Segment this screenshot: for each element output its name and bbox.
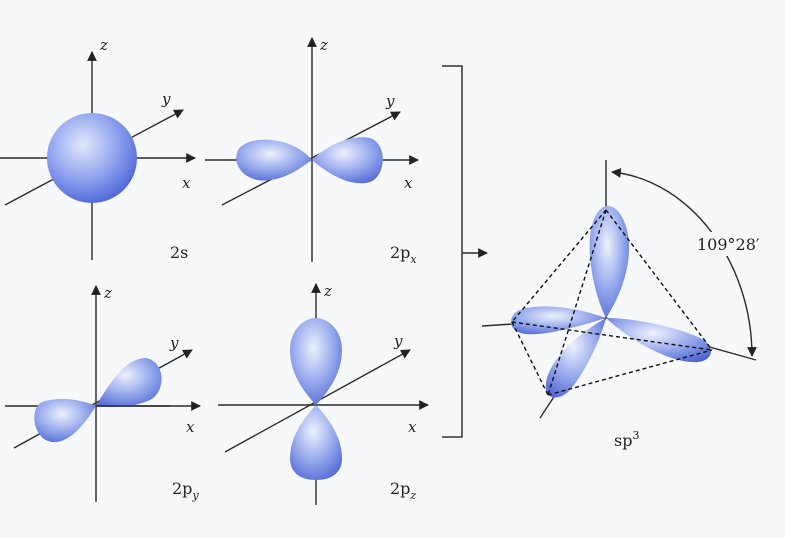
combine-bracket <box>442 65 488 438</box>
angle-label-bg <box>692 232 780 256</box>
bond-angle-arc <box>611 168 757 357</box>
z-axis-label: z <box>323 282 332 300</box>
px-lobe-left <box>236 139 312 181</box>
y-axis <box>221 111 401 206</box>
panel-2px: z x y 2px <box>205 36 419 266</box>
edge-top-front <box>547 209 607 396</box>
py-lobe-back <box>96 358 162 408</box>
panel-2py: z x y 2py <box>5 284 201 502</box>
pz-lobe-bottom <box>290 405 342 480</box>
x-axis-label: x <box>186 418 195 436</box>
orbital-label-sp3: sp3 <box>614 429 639 450</box>
pz-lobe-top <box>290 318 342 405</box>
z-axis-label: z <box>103 284 112 302</box>
y-axis-label: y <box>161 90 171 108</box>
y-axis-label: y <box>385 92 395 110</box>
sp3-lobe-front <box>545 318 606 398</box>
orbital-label-2s: 2s <box>170 243 188 262</box>
px-lobe-right <box>312 137 383 184</box>
s-orbital-sphere <box>47 113 137 203</box>
bond-angle-label: 109°28′ <box>697 235 760 254</box>
edge-front-right <box>547 349 713 396</box>
py-lobe-front <box>34 399 96 443</box>
orbital-label-2pz: 2pz <box>390 479 416 502</box>
x-axis-label: x <box>408 418 417 436</box>
orbital-label-2px: 2px <box>390 243 417 266</box>
z-axis-label: z <box>319 36 328 54</box>
x-axis-label: x <box>182 174 191 192</box>
edge-top-left <box>511 209 607 323</box>
y-axis-label: y <box>169 334 179 352</box>
orbital-label-2py: 2py <box>172 479 199 502</box>
y-axis-label: y <box>393 332 403 350</box>
panel-2s: z x y 2s <box>0 36 196 262</box>
panel-sp3: 109°28′ sp3 <box>481 160 780 450</box>
bracket-line <box>442 65 463 438</box>
z-axis-label: z <box>99 36 108 54</box>
panel-2pz: z x y 2pz <box>218 282 429 505</box>
sp3-lobe-left <box>510 306 606 335</box>
sp3-lobe-right <box>606 318 712 363</box>
x-axis-label: x <box>404 174 413 192</box>
